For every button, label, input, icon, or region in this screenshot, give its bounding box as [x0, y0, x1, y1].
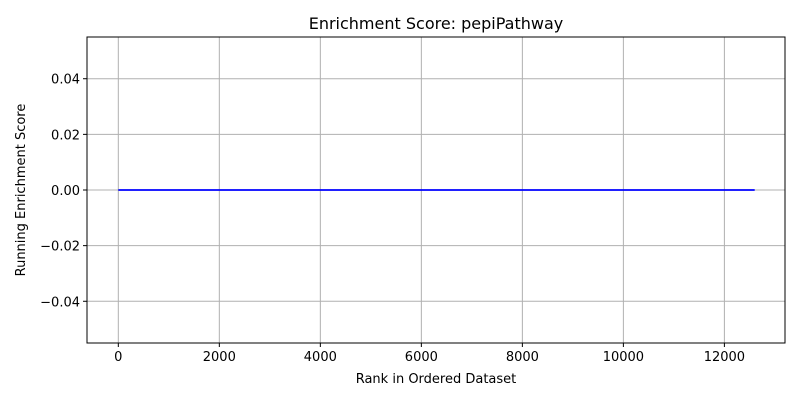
x-tick-label: 0 [114, 350, 122, 365]
x-tick-label: 8000 [506, 350, 539, 365]
x-tick-label: 10000 [603, 350, 644, 365]
x-tick-label: 6000 [405, 350, 438, 365]
chart-title: Enrichment Score: pepiPathway [309, 14, 564, 33]
x-axis-label: Rank in Ordered Dataset [356, 372, 517, 387]
x-tick-label: 2000 [203, 350, 236, 365]
y-tick-label: 0.02 [51, 128, 80, 143]
x-tick-label: 4000 [304, 350, 337, 365]
x-tick-label: 12000 [704, 350, 745, 365]
y-tick-label: 0.00 [51, 184, 80, 199]
ticks: 0 2000 4000 6000 8000 10000 12000 −0.04 −0.02 0.0… [40, 73, 745, 365]
y-tick-label: 0.04 [51, 73, 80, 88]
y-tick-label: −0.02 [40, 240, 80, 255]
y-tick-label: −0.04 [40, 295, 80, 310]
y-axis-label: Running Enrichment Score [14, 104, 29, 277]
